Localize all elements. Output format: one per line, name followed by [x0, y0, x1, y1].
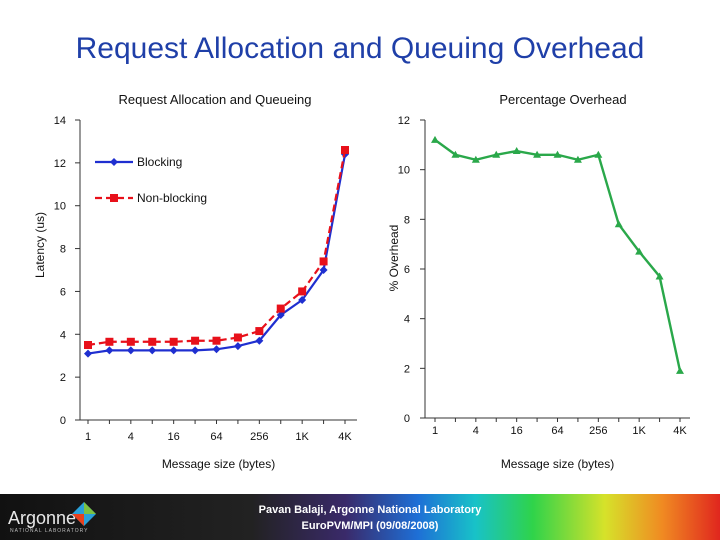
- legend-marker-blocking: [110, 158, 118, 166]
- data-point: [451, 150, 460, 158]
- data-point: [169, 346, 178, 355]
- series-line-1-1: [87, 154, 347, 355]
- data-point: [148, 346, 157, 355]
- chart-1-y-tick-label: 10: [54, 201, 66, 213]
- chart-1-x-tick-label: 256: [250, 431, 268, 443]
- data-point: [233, 333, 242, 342]
- data-point: [276, 304, 285, 313]
- data-point: [573, 155, 582, 163]
- logo-subtext: NATIONAL LABORATORY: [10, 528, 89, 534]
- data-point: [614, 220, 623, 228]
- data-point: [105, 346, 114, 355]
- chart-2-y-tick-label: 10: [398, 165, 410, 177]
- data-point: [341, 146, 349, 154]
- chart-2-x-tick-label: 256: [589, 425, 607, 437]
- chart-1-x-tick-label: 4: [128, 431, 134, 443]
- chart-2-title: Percentage Overhead: [499, 92, 626, 107]
- credit: Pavan Balaji, Argonne National Laborator…: [240, 502, 500, 534]
- data-point: [126, 337, 135, 346]
- chart-1-y-tick-label: 2: [60, 372, 66, 384]
- legend-marker-non-blocking: [110, 194, 118, 202]
- chart-1-x-tick-label: 1: [85, 431, 91, 443]
- data-point: [169, 337, 178, 346]
- data-point: [533, 150, 542, 158]
- legend-label-blocking: Blocking: [137, 155, 182, 169]
- data-point: [255, 327, 264, 336]
- chart-2-x-tick-label: 64: [551, 425, 563, 437]
- data-point: [212, 345, 221, 354]
- chart-2-y-tick-label: 8: [404, 214, 410, 226]
- chart-1-y-tick-label: 6: [60, 286, 66, 298]
- chart-2-x-tick-label: 4: [473, 425, 479, 437]
- data-point: [84, 341, 92, 349]
- chart-1-y-axis-label: Latency (us): [33, 212, 47, 278]
- series-line-2-1: [434, 138, 682, 372]
- chart-2-x-tick-label: 16: [511, 425, 523, 437]
- data-point: [105, 337, 114, 346]
- chart-2-y-tick-label: 6: [404, 264, 410, 276]
- data-point: [492, 150, 501, 158]
- data-point: [594, 150, 603, 158]
- chart-2-y-tick-label: 12: [398, 115, 410, 127]
- chart-1-y-tick-label: 8: [60, 244, 66, 256]
- argonne-logo-icon: [72, 502, 96, 526]
- footer-bar: [0, 494, 720, 540]
- page-title: Request Allocation and Queuing Overhead: [75, 32, 645, 65]
- data-point: [126, 346, 135, 355]
- chart-1-x-axis-label: Message size (bytes): [162, 457, 275, 471]
- data-point: [431, 135, 439, 143]
- data-point: [191, 336, 200, 345]
- data-point: [84, 349, 92, 358]
- chart-2-y-tick-label: 2: [404, 363, 410, 375]
- chart-2-y-tick-label: 0: [404, 413, 410, 425]
- data-point: [676, 366, 684, 374]
- chart-1-x-tick-label: 64: [210, 431, 222, 443]
- chart-2-y-axis-label: % Overhead: [387, 225, 401, 292]
- data-point: [319, 266, 328, 274]
- data-point: [512, 147, 521, 155]
- chart-2-x-tick-label: 1: [432, 425, 438, 437]
- data-point: [276, 311, 285, 319]
- data-point: [655, 272, 664, 280]
- legend-label-non-blocking: Non-blocking: [137, 191, 207, 205]
- chart-2-y-tick-label: 4: [404, 314, 410, 326]
- credit-line-2: EuroPVM/MPI (09/08/2008): [301, 520, 439, 532]
- data-point: [233, 342, 242, 351]
- chart-2-x-tick-label: 4K: [673, 425, 687, 437]
- chart-2-x-axis-label: Message size (bytes): [501, 457, 614, 471]
- data-point: [298, 296, 307, 304]
- chart-1-title: Request Allocation and Queueing: [119, 92, 312, 107]
- credit-line-1: Pavan Balaji, Argonne National Laborator…: [258, 504, 482, 516]
- chart-1-y-tick-label: 0: [60, 415, 66, 427]
- chart-1-x-tick-label: 4K: [338, 431, 352, 443]
- chart-1-y-tick-label: 14: [54, 115, 66, 127]
- chart-1-x-tick-label: 16: [168, 431, 180, 443]
- logo-text: Argonne: [8, 508, 77, 528]
- data-point: [255, 336, 264, 345]
- data-point: [298, 287, 307, 296]
- charts-canvas: Request Allocation and Queueing024681012…: [33, 92, 690, 471]
- chart-1-y-tick-label: 4: [60, 329, 66, 341]
- chart-2-x-tick-label: 1K: [632, 425, 646, 437]
- data-point: [553, 150, 562, 158]
- data-point: [319, 257, 328, 266]
- data-point: [635, 247, 644, 255]
- data-point: [191, 346, 200, 355]
- data-point: [212, 336, 221, 345]
- chart-1-y-tick-label: 12: [54, 158, 66, 170]
- series-line-1-2: [87, 149, 347, 347]
- data-point: [471, 155, 480, 163]
- chart-1-x-tick-label: 1K: [295, 431, 309, 443]
- data-point: [148, 337, 157, 346]
